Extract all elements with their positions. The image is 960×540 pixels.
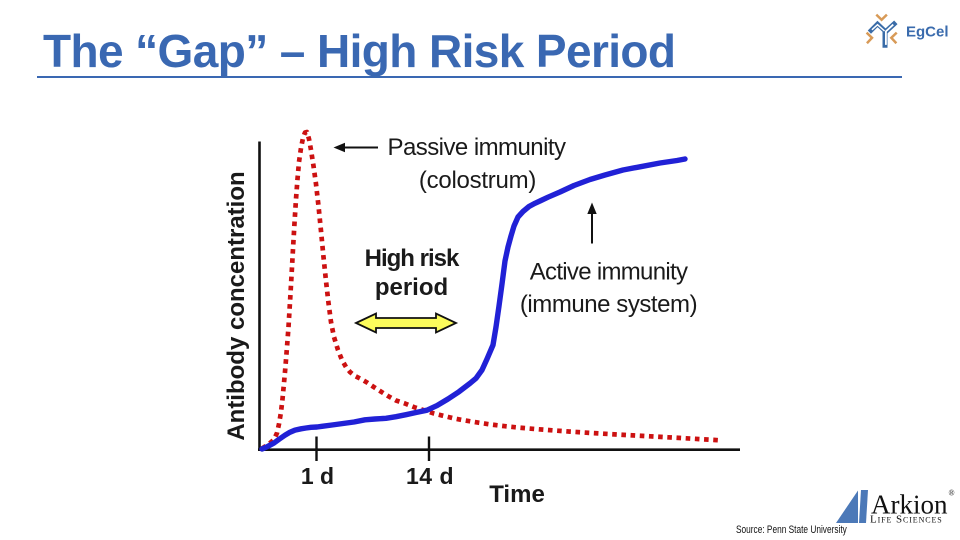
- svg-text:(colostrum): (colostrum): [419, 167, 536, 194]
- svg-text:High risk: High risk: [365, 245, 460, 272]
- svg-text:®: ®: [949, 489, 955, 498]
- svg-text:1 d: 1 d: [301, 463, 334, 489]
- svg-text:14 d: 14 d: [406, 463, 454, 489]
- svg-text:Active immunity: Active immunity: [530, 259, 688, 286]
- svg-text:Passive immunity: Passive immunity: [388, 134, 566, 161]
- svg-text:EgCel: EgCel: [906, 24, 949, 41]
- svg-text:period: period: [375, 274, 448, 301]
- svg-text:Life Sciences: Life Sciences: [870, 514, 943, 526]
- svg-text:(immune system): (immune system): [520, 291, 697, 318]
- svg-text:Arkion: Arkion: [871, 490, 948, 520]
- svg-text:Time: Time: [489, 481, 545, 508]
- svg-text:Antibody concentration: Antibody concentration: [223, 171, 250, 440]
